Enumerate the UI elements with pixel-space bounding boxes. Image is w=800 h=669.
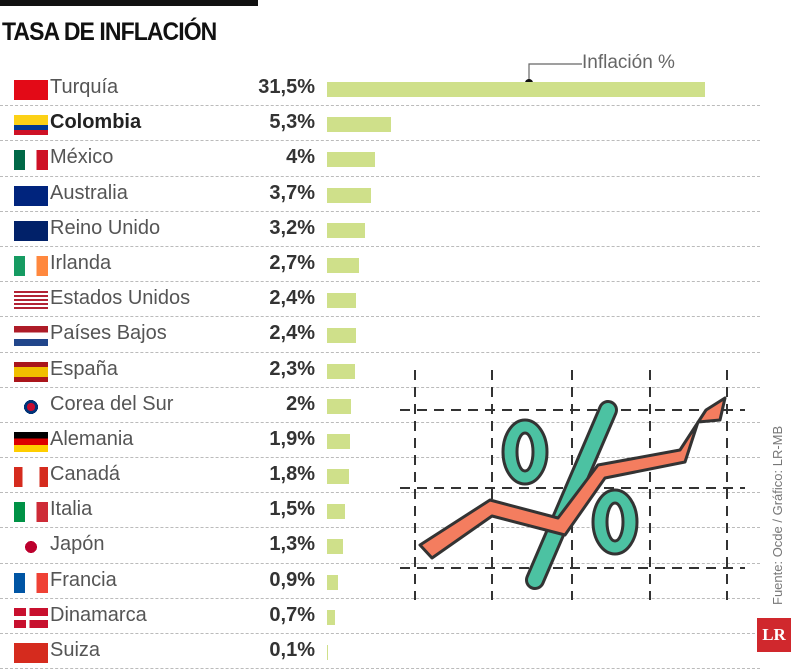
percent-illustration [400, 370, 745, 600]
value-label: 1,5% [269, 498, 315, 521]
country-label: Irlanda [50, 251, 112, 274]
value-label: 2,4% [269, 322, 315, 345]
bar-rows: Turquía 31,5% Colombia 5,3% México 4% Australi… [0, 71, 760, 669]
value-label: 31,5% [258, 76, 315, 98]
flag-icon [14, 115, 48, 136]
bar [327, 539, 343, 555]
value-label: 5,3% [269, 111, 315, 134]
country-label: Turquía [50, 76, 119, 98]
bar-row: México 4% [0, 141, 760, 177]
flag-icon [14, 80, 48, 100]
flag-icon [14, 220, 48, 241]
country-label: México [50, 146, 114, 169]
bar [327, 328, 356, 344]
flag-icon [14, 185, 48, 206]
bar [327, 504, 345, 520]
flag-icon [14, 255, 48, 276]
value-label: 2,7% [269, 251, 315, 274]
flag-icon [14, 572, 48, 593]
value-label: 3,7% [269, 181, 315, 204]
country-label: Reino Unido [50, 216, 161, 239]
bar-row: España 2,3% [0, 353, 760, 388]
country-label: Corea del Sur [50, 392, 174, 415]
bar-row: Irlanda 2,7% [0, 247, 760, 283]
country-label: Australia [50, 181, 128, 204]
bar-row: Italia 1,5% [0, 493, 760, 529]
bar [327, 398, 351, 414]
value-label: 0,7% [269, 603, 315, 626]
legend-label: Inflación % [582, 52, 675, 73]
bar-row: Dinamarca 0,7% [0, 599, 760, 634]
flag-icon [14, 326, 48, 347]
bar-row: Alemania 1,9% [0, 423, 760, 459]
value-label: 2,3% [269, 357, 315, 380]
bar [327, 187, 372, 203]
country-label: Canadá [50, 463, 121, 486]
bar [327, 363, 355, 379]
flag-icon [14, 643, 48, 663]
bar [327, 152, 375, 168]
value-label: 4% [286, 146, 315, 169]
value-label: 0,1% [269, 639, 315, 661]
country-label: Colombia [50, 111, 142, 134]
flag-icon [14, 291, 48, 312]
country-label: Alemania [50, 427, 134, 450]
bar [327, 293, 356, 309]
flag-icon [14, 396, 48, 417]
bar [327, 469, 349, 485]
bar-row: Australia 3,7% [0, 177, 760, 212]
value-label: 2% [286, 392, 315, 415]
bar-row: Estados Unidos 2,4% [0, 282, 760, 318]
bar-row: Países Bajos 2,4% [0, 317, 760, 353]
flag-icon [14, 607, 48, 628]
value-label: 1,3% [269, 533, 315, 556]
flag-icon [14, 502, 48, 523]
bar [327, 645, 329, 660]
flag-icon [14, 431, 48, 452]
bar-row: Reino Unido 3,2% [0, 212, 760, 247]
chart-title: TASA DE INFLACIÓN [2, 18, 217, 46]
source-note: Fuente: Ocde / Gráfico: LR-MB [770, 425, 785, 605]
country-label: Italia [50, 498, 93, 521]
country-label: España [50, 357, 118, 380]
bar-row: Japón 1,3% [0, 528, 760, 564]
country-label: Países Bajos [50, 322, 167, 345]
bar-row: Canadá 1,8% [0, 458, 760, 494]
bar [327, 574, 338, 590]
flag-icon [14, 537, 48, 558]
value-label: 3,2% [269, 216, 315, 239]
bar-row: Suiza 0,1% [0, 634, 760, 669]
bar-row: Francia 0,9% [0, 564, 760, 599]
country-label: Francia [50, 568, 117, 591]
bar [327, 222, 366, 238]
bar [327, 257, 360, 273]
bar [327, 117, 391, 133]
flag-icon [14, 361, 48, 382]
value-label: 1,8% [269, 463, 315, 486]
bar-row: Turquía 31,5% [0, 71, 760, 107]
bar [327, 609, 336, 625]
country-label: Dinamarca [50, 603, 147, 626]
value-label: 1,9% [269, 427, 315, 450]
value-label: 2,4% [269, 287, 315, 310]
bar [327, 82, 705, 97]
bar [327, 433, 350, 449]
lr-logo: LR [757, 618, 791, 652]
country-label: Estados Unidos [50, 287, 191, 310]
country-label: Suiza [50, 639, 101, 661]
country-label: Japón [50, 533, 105, 556]
flag-icon [14, 467, 48, 488]
top-rule [0, 0, 258, 6]
bar-row: Corea del Sur 2% [0, 388, 760, 423]
bar-row: Colombia 5,3% [0, 106, 760, 142]
flag-icon [14, 150, 48, 171]
value-label: 0,9% [269, 568, 315, 591]
